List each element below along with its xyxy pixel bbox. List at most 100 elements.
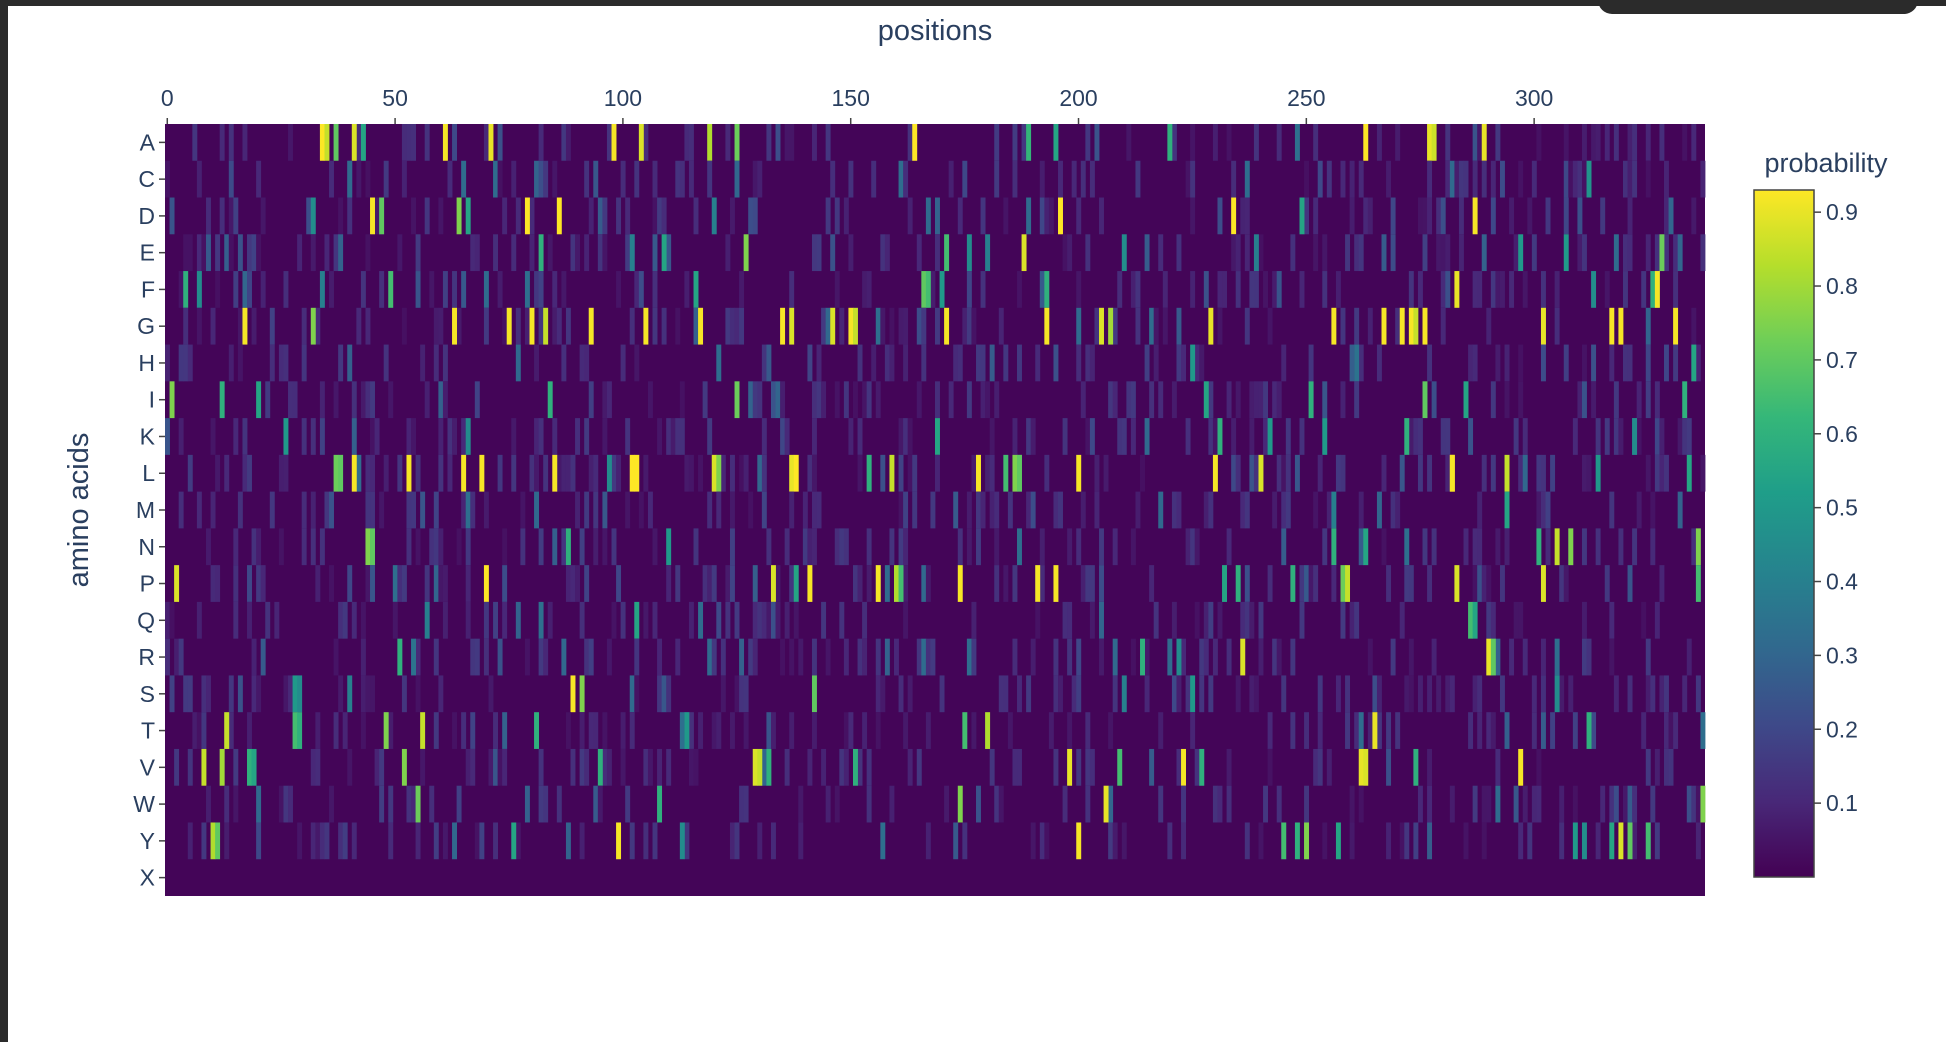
heatmap-peak-cell <box>196 271 202 308</box>
heatmap-cell <box>816 491 822 529</box>
heatmap-cell <box>839 307 845 345</box>
heatmap-peak-cell <box>1572 822 1578 860</box>
heatmap-cell <box>1595 528 1601 566</box>
heatmap-cell <box>825 638 831 676</box>
heatmap-cell <box>584 638 590 676</box>
heatmap-cell <box>729 197 735 235</box>
heatmap-cell <box>1563 197 1569 235</box>
heatmap-cell <box>178 271 184 308</box>
y-tick-label: H <box>138 350 155 376</box>
heatmap-peak-cell <box>1540 565 1546 602</box>
window-tab-handle[interactable] <box>1598 0 1918 14</box>
heatmap-cell <box>1089 565 1095 602</box>
heatmap-cell <box>579 712 585 749</box>
heatmap-peak-cell <box>766 748 772 786</box>
heatmap-cell <box>679 160 685 198</box>
heatmap-cell <box>324 234 330 272</box>
heatmap-cell <box>538 748 544 786</box>
heatmap-cell <box>483 271 489 308</box>
heatmap-cell <box>174 748 180 786</box>
heatmap-cell <box>206 234 211 272</box>
heatmap-cell <box>256 675 262 713</box>
heatmap-cell <box>1486 565 1492 602</box>
heatmap-cell <box>916 307 922 345</box>
heatmap-cell <box>825 307 831 345</box>
heatmap-cell <box>1112 638 1118 676</box>
heatmap-cell <box>898 454 904 492</box>
heatmap-cell <box>1026 197 1032 235</box>
heatmap-cell <box>415 675 421 713</box>
heatmap-cell <box>602 234 608 272</box>
heatmap-peak-cell <box>511 822 517 860</box>
heatmap-peak-cell <box>944 234 950 272</box>
heatmap-cell <box>247 712 252 749</box>
heatmap-cell <box>338 234 344 272</box>
heatmap-cell <box>1463 528 1469 566</box>
y-tick-label: A <box>140 129 156 155</box>
heatmap-cell <box>543 160 549 198</box>
heatmap-cell <box>734 160 740 198</box>
heatmap-cell <box>739 638 745 676</box>
heatmap-cell <box>616 565 622 602</box>
heatmap-cell <box>994 160 1000 198</box>
heatmap-cell <box>675 638 681 676</box>
heatmap-cell <box>1472 124 1478 161</box>
heatmap-cell <box>880 307 886 345</box>
heatmap-cell <box>1499 271 1505 308</box>
heatmap-cell <box>1326 491 1332 529</box>
heatmap-cell <box>935 197 940 235</box>
heatmap-cell <box>269 307 275 345</box>
heatmap-cell <box>497 160 503 198</box>
heatmap-peak-cell <box>1632 418 1638 455</box>
heatmap-cell <box>1099 197 1104 235</box>
heatmap-cell <box>1158 381 1164 419</box>
heatmap-cell <box>283 454 289 492</box>
heatmap-cell <box>1067 234 1073 272</box>
heatmap-cell <box>1495 785 1501 823</box>
heatmap-cell <box>1490 271 1496 308</box>
heatmap-peak-cell <box>1208 307 1214 345</box>
heatmap-peak-cell <box>479 454 485 492</box>
heatmap-cell <box>1212 785 1218 823</box>
heatmap-cell <box>666 565 672 602</box>
heatmap-cell <box>565 454 571 492</box>
heatmap-cell <box>1609 601 1615 639</box>
heatmap-cell <box>1650 675 1656 713</box>
heatmap-cell <box>857 748 863 786</box>
heatmap-cell <box>474 822 480 860</box>
heatmap-cell <box>196 712 202 749</box>
heatmap-peak-cell <box>711 197 717 235</box>
heatmap-cell <box>442 565 448 602</box>
heatmap-peak-cell <box>397 638 403 676</box>
heatmap-cell <box>743 675 749 713</box>
heatmap-peak-cell <box>634 601 640 639</box>
heatmap-cell <box>411 197 416 235</box>
heatmap-cell <box>606 124 612 161</box>
heatmap-cell <box>793 601 799 639</box>
heatmap-cell <box>360 271 366 308</box>
heatmap-cell <box>766 124 772 161</box>
heatmap-cell <box>1609 785 1615 823</box>
heatmap-cell <box>775 601 781 639</box>
heatmap-cell <box>183 307 189 345</box>
heatmap-cell <box>196 307 202 345</box>
heatmap-cell <box>383 344 389 382</box>
heatmap-cell <box>210 565 216 602</box>
heatmap-peak-cell <box>893 565 899 602</box>
heatmap-cell <box>889 307 895 345</box>
heatmap-cell <box>215 454 221 492</box>
heatmap-peak-cell <box>1659 234 1665 272</box>
heatmap-cell <box>1445 124 1451 161</box>
heatmap-cell <box>1322 381 1328 419</box>
heatmap-cell <box>315 748 321 786</box>
heatmap-cell <box>716 601 722 639</box>
heatmap-peak-cell <box>1481 124 1487 161</box>
heatmap-cell <box>839 748 845 786</box>
heatmap-cell <box>811 418 817 455</box>
heatmap-cell <box>1440 197 1446 235</box>
heatmap-cell <box>707 418 713 455</box>
heatmap-cell <box>1094 454 1100 492</box>
heatmap-cell <box>438 418 444 455</box>
heatmap-cell <box>757 381 763 419</box>
